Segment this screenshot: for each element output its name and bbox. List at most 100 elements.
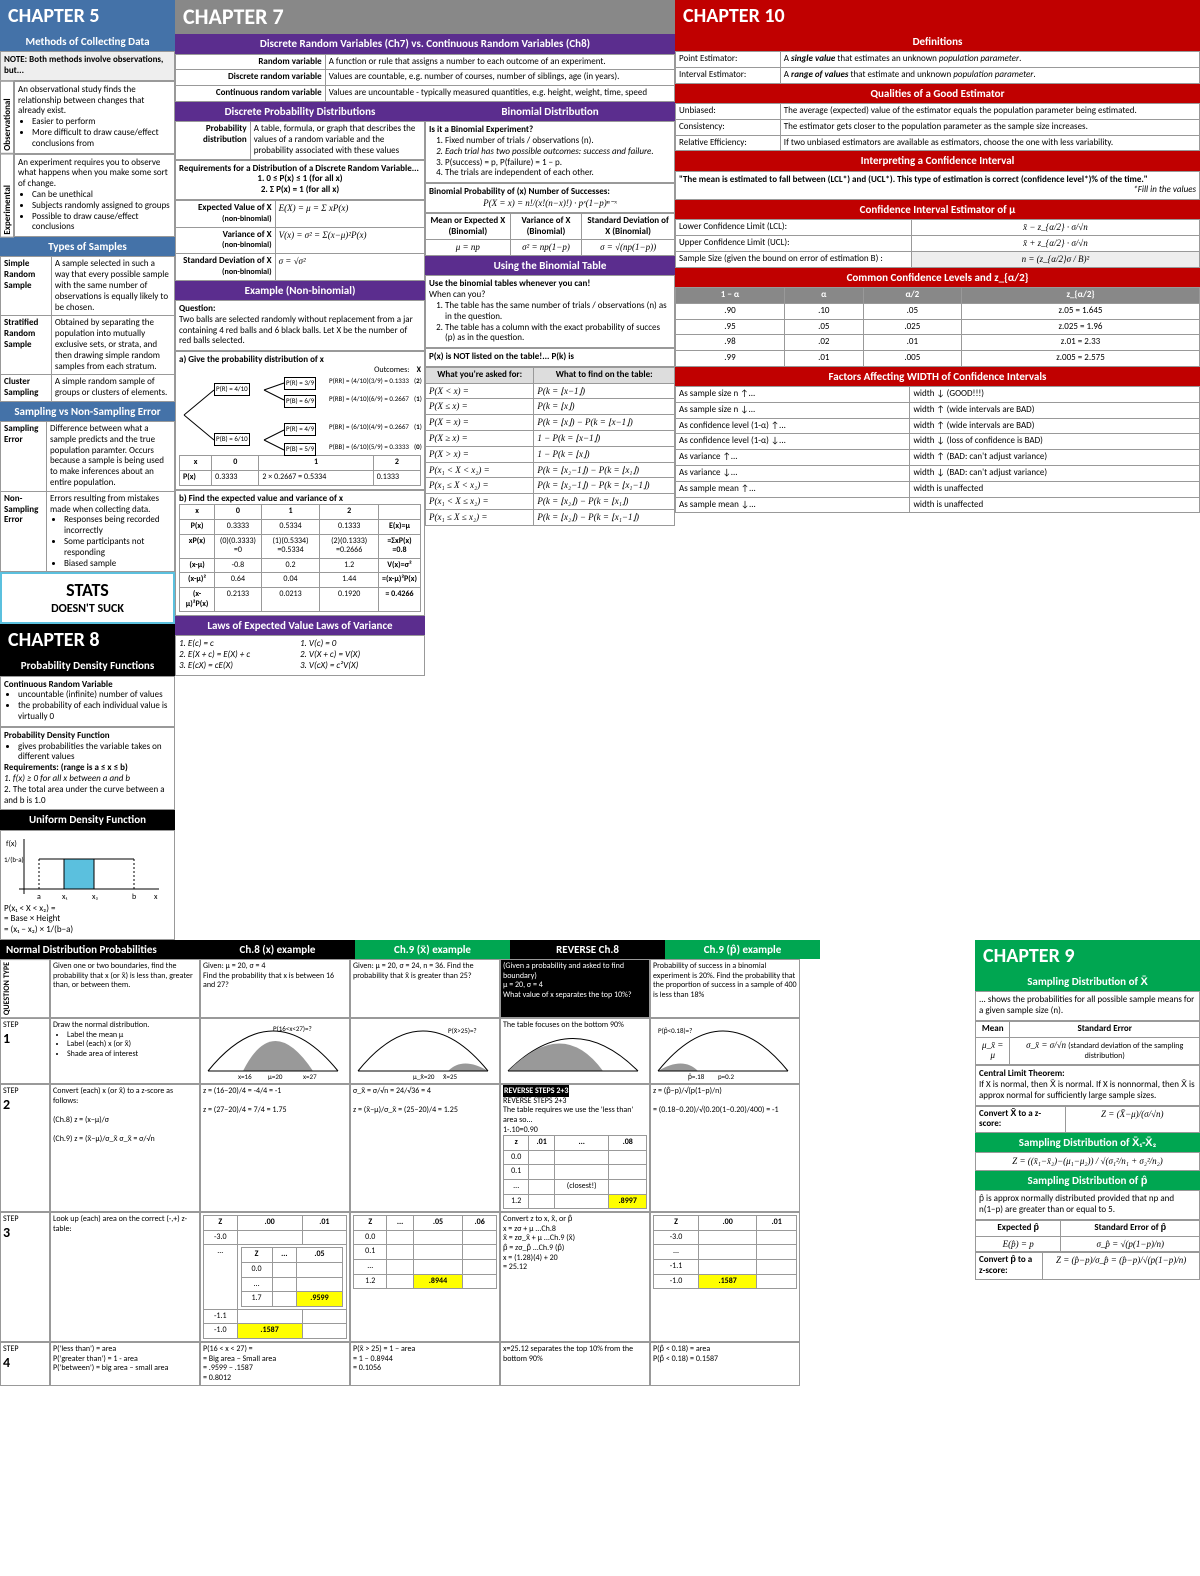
le1: E(X + c) = E(X) + c [188,649,250,660]
rv-table: Random variableA function or rule that a… [175,54,675,102]
r2a: P(X = x) = [426,415,534,431]
cc13: z.025 = 1.96 [961,319,1199,335]
ex-question: Question:Two balls are selected randomly… [175,300,425,351]
rv-name: Random variable [176,54,326,70]
senote: (standard deviation of the sampling dist… [1068,1041,1183,1062]
cc-h3: z_{α/2} [961,287,1199,303]
ch8-pdf-hdr: Probability Density Functions [0,656,175,675]
srs-name: Simple Random Sample [1,257,52,316]
s3conv: Convert z to x, x̄, or p̂ x = zσ + μ ...… [500,1212,650,1342]
r4a: P(X > x) = [426,446,534,462]
ns-b2: Biased sample [64,559,171,570]
q: Question: [179,303,215,314]
tree-bb: P(BB) = (6/10)(5/9) = 0.3333 [329,443,409,451]
bm-s: Standard Deviation of X (Binomial) [582,213,675,240]
v3: .8944 [413,1274,463,1289]
t-h3: 2 [373,456,420,471]
lookup-table: What you're asked for:What to find on th… [425,367,675,526]
e8b: z = (27−20)/4 = 7/4 = 1.75 [203,1105,287,1115]
dpd-col: Discrete Probability Distributions Proba… [175,102,425,676]
xmu3: 1.2 [320,558,379,573]
mse-se: Standard Error [1010,1021,1200,1037]
rel-def: If two unbiased estimators are available… [780,135,1199,151]
tbl-hdr: Using the Binomial Table [425,256,675,275]
pdfdef-name: Probability Density Function [4,730,110,741]
r1f: P(k = ⌊x⌋) [534,399,675,415]
lcl-f: x̄ − z_{α/2} · σ/√n [911,220,1199,236]
mse-table: MeanStandard Error μ_x̄ = μσ_x̄ = σ/√n (… [975,1021,1200,1065]
ns-b1: Some participants not responding [64,537,171,559]
types-hdr: Types of Samples [0,237,175,256]
br1: Each trial has two possible outcomes: su… [445,147,671,158]
nserr-name: Non-Sampling Error [1,491,47,572]
xmu2: 0.2 [261,558,320,573]
exp-label: Experimental [0,154,14,238]
lv0: V(c) = 0 [309,638,336,649]
t-r0: P(x) [180,471,212,486]
udf-hdr: Uniform Density Function [0,810,175,829]
pdfdef-cell: Probability Density Functiongives probab… [0,727,175,811]
s2-text: Convert (each) x (or x̄) to a z-score as… [50,1084,200,1212]
qtype-row: QUESTION TYPE Given one or two boundarie… [0,959,975,1018]
binq: Is it a Binomial Experiment? [429,124,533,135]
unb-def: The average (expected) value of the esti… [780,103,1199,119]
r1a: P(X ≤ x) = [426,399,534,415]
bin-col: Binomial Distribution Is it a Binomial E… [425,102,675,676]
x2p0: (x-μ)²P(x) [180,588,215,612]
px4: E(x)=μ [378,520,420,535]
s2t: Convert (each) x (or x̄) to a z-score as… [53,1086,173,1106]
ep-name: Expected p̂ [976,1220,1061,1236]
ch5-title: CHAPTER 5 [0,0,175,32]
r3a: P(X ≥ x) = [426,431,534,447]
convp-name: Convert p̂ to a z-score: [976,1253,1043,1280]
obs-text: An observational study finds the relatio… [18,85,171,117]
xmu1: -0.8 [215,558,262,573]
tree-pbr: P(R) = 4/9 [284,423,316,435]
factors-hdr: Factors Affecting WIDTH of Confidence In… [675,367,1200,386]
logo: STATSDOESN'T SUCK [0,572,175,624]
t-h2: 1 [259,456,373,471]
cc32: .005 [863,351,961,367]
x20: (x-μ)² [180,573,215,588]
asked: What you're asked for: [426,367,534,383]
ch7-title: CHAPTER 7 [175,0,675,34]
sd-note: (non-binomial) [222,267,272,277]
pz: z = (p̂−p)/√(p(1−p)/n) [653,1086,722,1096]
f51: width ↓ (BAD: can't adjust variance) [910,466,1200,482]
s2c8: (Ch.8) z = (x−μ)/σ [53,1115,109,1125]
cc10: .95 [676,319,785,335]
c9x-hdr: Ch.9 (x̄) example [355,940,510,959]
dpd-hdr: Discrete Probability Distributions [175,102,425,121]
sdx-hdr: Sampling Distribution of X̄ [975,972,1200,991]
defs-hdr: Definitions [675,32,1200,51]
pe-name: Point Estimator: [676,52,781,68]
cc23: z.01 = 2.33 [961,335,1199,351]
bm-v: Variance of X (Binomial) [510,213,582,240]
t-h0: x [180,456,212,471]
f11: width ↑ (wide intervals are BAD) [910,402,1200,418]
q2: Given: μ = 20, σ = 4 Find the probabilit… [200,959,350,1018]
sd-f: σ = √σ² [275,254,424,281]
r8f: P(k = ⌊x₂⌋) − P(k = ⌊x₁−1⌋) [534,510,675,526]
b-h2: 1 [261,505,320,520]
cc33: z.005 = 2.575 [961,351,1199,367]
svg-text:μ_x̄=20: μ_x̄=20 [413,1072,435,1081]
ie-def-cell: A range of values that estimate and unkn… [780,67,1199,83]
tree-prb: P(B) = 6/9 [284,395,316,407]
xmu4: V(x)=σ² [378,558,420,573]
s2-rev: REVERSE STEPS 2+3REVERSE STEPS 2+3 The t… [500,1084,650,1212]
tree-pbb: P(B) = 5/9 [284,443,316,455]
tblwhen: When can you? [429,289,485,300]
revv: .8997 [609,1194,647,1209]
f31: width ↓ (loss of confidence is BAD) [910,434,1200,450]
b-h4 [378,505,420,520]
x2p1: 0.2133 [215,588,262,612]
r6f: P(k = ⌊x₂−1⌋) − P(k = ⌊x₁−1⌋) [534,478,675,494]
ch5-methods-hdr: Methods of Collecting Data [0,32,175,51]
x2p3: 0.1920 [320,588,379,612]
step1-row: STEP1 Draw the normal distribution.Label… [0,1018,975,1084]
tbl-use: Use the binomial tables whenever you can… [425,275,675,348]
cc00: .90 [676,303,785,319]
col-ch5: CHAPTER 5 Methods of Collecting Data NOT… [0,0,175,940]
tree-pr: P(R) = 4/10 [214,383,250,395]
